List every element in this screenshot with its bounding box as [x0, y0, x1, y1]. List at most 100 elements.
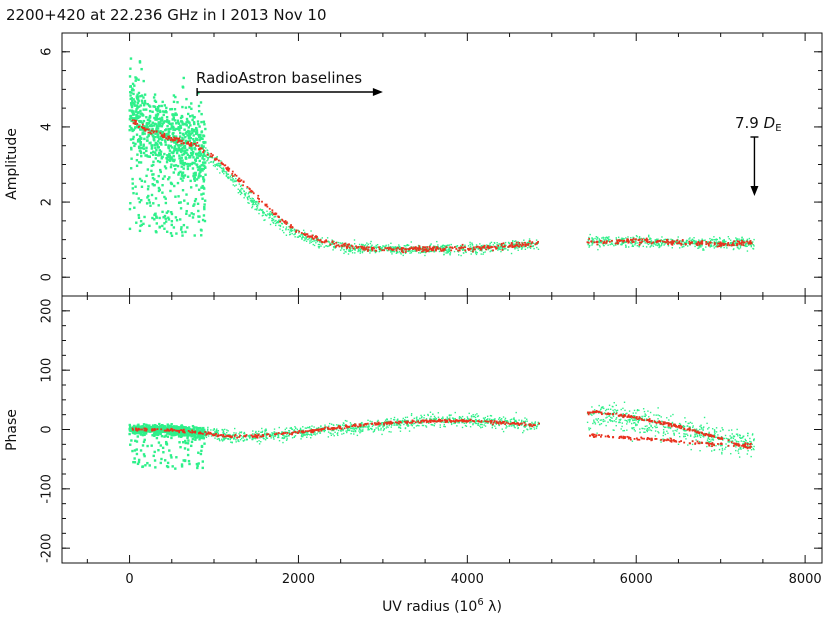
amplitude-data-point — [499, 248, 501, 251]
phase-data-point — [235, 441, 237, 443]
phase-data-point — [416, 416, 418, 418]
phase-data-point — [740, 448, 742, 450]
amplitude-data-point — [681, 241, 683, 243]
amplitude-data-point — [412, 250, 414, 253]
amplitude-data-point — [175, 122, 178, 125]
amplitude-model-point — [355, 245, 357, 248]
amplitude-data-point — [660, 239, 663, 241]
amplitude-data-point — [153, 93, 157, 96]
amplitude-model-point — [433, 246, 436, 249]
amplitude-model-point — [306, 235, 309, 238]
amplitude-data-point — [497, 249, 499, 251]
amplitude-data-point — [147, 104, 151, 107]
amplitude-data-point — [244, 195, 246, 197]
amplitude-data-point — [129, 94, 132, 97]
phase-data-point — [261, 430, 264, 433]
amplitude-data-point — [447, 251, 449, 254]
amplitude-data-point — [624, 244, 627, 246]
amplitude-model-point — [202, 151, 205, 153]
amplitude-model-point — [214, 158, 217, 161]
amplitude-data-point — [142, 104, 146, 107]
amplitude-data-point — [190, 129, 194, 132]
amplitude-data-point — [702, 249, 704, 251]
phase-data-point — [626, 412, 628, 415]
amplitude-data-point — [214, 165, 216, 168]
amplitude-data-point — [149, 130, 152, 133]
phase-data-point — [157, 441, 161, 444]
amplitude-data-point — [145, 202, 149, 205]
amplitude-data-point — [638, 237, 640, 239]
phase-data-point — [194, 437, 197, 440]
amplitude-data-point — [339, 242, 341, 244]
amplitude-data-point — [387, 249, 389, 252]
phase-data-point — [484, 425, 487, 427]
amplitude-data-point — [471, 242, 473, 244]
amplitude-data-point — [308, 237, 310, 240]
phase-data-point — [296, 428, 299, 431]
phase-data-point — [657, 414, 659, 416]
amplitude-data-point — [128, 207, 132, 211]
amplitude-data-point — [332, 243, 334, 245]
amplitude-model-point — [373, 247, 375, 250]
amplitude-data-point — [183, 161, 186, 165]
amplitude-data-point — [163, 195, 166, 199]
amplitude-data-point — [332, 249, 334, 251]
amplitude-data-point — [250, 201, 253, 203]
amplitude-data-point — [341, 247, 343, 250]
amplitude-model-point — [490, 245, 493, 248]
amplitude-model-point — [627, 238, 629, 241]
amplitude-data-point — [193, 177, 196, 180]
amplitude-data-point — [223, 170, 225, 172]
amplitude-data-point — [165, 120, 169, 123]
amplitude-model-point — [698, 242, 701, 245]
amplitude-model-point — [190, 142, 193, 145]
amplitude-data-point — [178, 135, 182, 138]
amplitude-data-point — [198, 172, 201, 175]
phase-data-point — [252, 430, 254, 432]
amplitude-data-point — [359, 250, 362, 253]
amplitude-data-point — [195, 184, 198, 187]
amplitude-data-point — [423, 251, 425, 254]
amplitude-data-point — [146, 168, 150, 171]
amplitude-data-point — [441, 244, 444, 247]
amplitude-model-point — [211, 155, 213, 158]
amplitude-data-point — [200, 120, 203, 124]
amplitude-model-point — [365, 246, 368, 249]
phase-data-point — [236, 435, 238, 437]
phase-data-point — [470, 416, 473, 418]
amplitude-model-point — [428, 246, 431, 248]
phase-data-point — [381, 421, 383, 424]
amplitude-model-point — [442, 249, 444, 252]
amplitude-data-point — [305, 237, 308, 239]
phase-data-point — [633, 415, 636, 417]
amplitude-data-point — [161, 191, 164, 194]
phase-data-point — [474, 416, 477, 419]
phase-data-point — [294, 434, 297, 437]
phase-data-point — [202, 426, 205, 430]
phase-data-point — [500, 418, 502, 421]
amplitude-data-point — [209, 161, 212, 163]
amplitude-data-point — [225, 172, 228, 175]
amplitude-data-point — [147, 119, 151, 122]
amplitude-data-point — [514, 248, 516, 250]
amplitude-data-point — [199, 174, 202, 178]
phase-data-point — [470, 421, 473, 423]
phase-data-point — [469, 421, 472, 423]
phase-data-point — [399, 420, 402, 422]
amplitude-model-point — [656, 239, 659, 242]
amplitude-data-point — [193, 162, 196, 165]
amplitude-model-point — [483, 245, 485, 248]
amplitude-data-point — [271, 213, 273, 215]
amplitude-data-point — [293, 228, 296, 231]
phase-data-point — [345, 430, 347, 432]
amplitude-data-point — [195, 131, 199, 135]
phase-data-point — [721, 449, 724, 451]
amplitude-data-point — [470, 253, 472, 255]
amplitude-data-point — [180, 120, 184, 123]
amplitude-data-point — [629, 241, 632, 244]
amplitude-data-point — [199, 228, 203, 232]
amplitude-data-point — [186, 153, 190, 156]
phase-data-point — [194, 435, 197, 438]
amplitude-data-point — [463, 249, 466, 251]
amplitude-data-point — [380, 249, 382, 252]
